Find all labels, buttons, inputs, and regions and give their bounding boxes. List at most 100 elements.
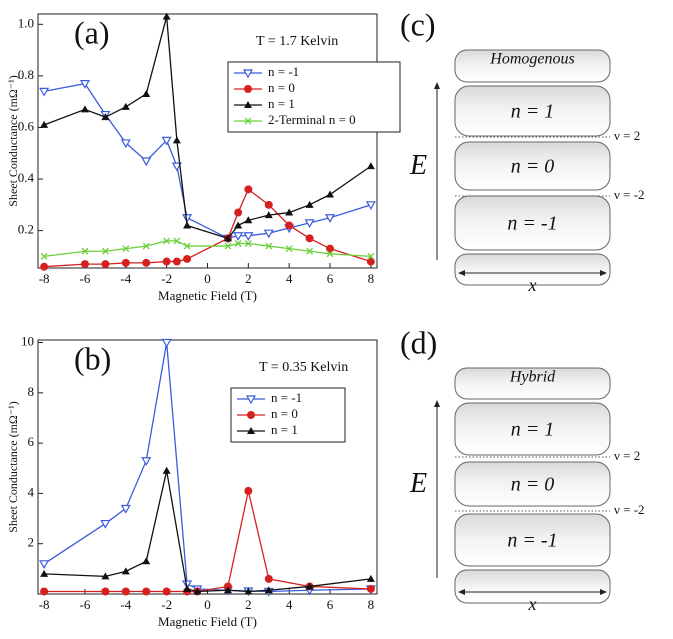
marker (306, 247, 314, 255)
marker (122, 245, 130, 253)
y-tick-label: 0.2 (18, 222, 34, 237)
marker (121, 102, 130, 110)
marker (40, 252, 48, 260)
marker (162, 12, 171, 20)
marker (365, 201, 376, 211)
marker (161, 338, 172, 348)
marker (40, 120, 49, 128)
marker (366, 584, 375, 593)
band-cap-top (454, 49, 611, 83)
x-tick-label: -2 (161, 271, 172, 286)
marker (142, 557, 151, 565)
level-label: n = 1 (511, 419, 555, 441)
x-tick-label: 2 (245, 271, 252, 286)
marker (183, 254, 192, 263)
marker (244, 587, 253, 595)
marker (101, 260, 110, 269)
marker (223, 586, 232, 594)
y-axis-label: Sheet Conductance (mΩ⁻¹) (6, 401, 20, 532)
marker (142, 258, 151, 267)
series-line (43, 342, 371, 593)
marker (264, 586, 273, 594)
position-label: x (528, 275, 537, 295)
x-tick-label: -2 (161, 597, 172, 612)
marker (39, 87, 50, 97)
band-cap-top (454, 367, 611, 400)
panel-label: (d) (400, 324, 437, 360)
marker (182, 214, 193, 223)
position-label: x (528, 594, 537, 614)
marker (305, 582, 314, 590)
legend-label: 2-Terminal n = 0 (268, 112, 356, 127)
series-line (44, 188, 372, 268)
band-cap-bottom (454, 253, 611, 286)
marker (39, 560, 50, 570)
marker (305, 234, 314, 243)
level-label: n = 0 (511, 474, 555, 496)
x-axis-label: Magnetic Field (T) (158, 614, 257, 629)
marker (233, 232, 244, 241)
x-tick-label: 0 (204, 597, 211, 612)
landau-level (454, 141, 611, 191)
marker (121, 567, 130, 575)
marker (244, 216, 253, 224)
marker (223, 234, 232, 242)
marker (141, 457, 152, 466)
legend-label: n = 0 (268, 80, 295, 95)
legend-label: n = 1 (268, 96, 295, 111)
y-tick-label: 2 (28, 535, 35, 550)
marker (182, 580, 193, 590)
level-label: n = 0 (511, 156, 555, 178)
marker (264, 200, 273, 209)
x-tick-label: 4 (286, 597, 293, 612)
marker (193, 587, 202, 595)
x-tick-label: -4 (120, 597, 131, 612)
marker (224, 242, 232, 250)
diagram-title: Homogenous (489, 51, 574, 68)
marker (142, 89, 151, 97)
marker (245, 395, 257, 405)
marker (244, 240, 252, 247)
marker (366, 162, 375, 170)
y-tick-label: 0.8 (18, 67, 34, 82)
annotation: T = 1.7 Kelvin (256, 34, 338, 49)
marker (234, 221, 243, 229)
marker (162, 587, 171, 596)
marker (305, 200, 314, 208)
marker (101, 247, 109, 255)
level-label: n = -1 (507, 530, 557, 552)
marker (81, 247, 89, 255)
panel-label: (c) (400, 6, 436, 42)
marker (40, 569, 49, 577)
landau-level (454, 461, 611, 507)
marker (285, 208, 294, 216)
series-line (44, 82, 372, 240)
filling-label: ν = -2 (614, 187, 645, 202)
marker (366, 574, 375, 582)
x-tick-label: -8 (39, 271, 50, 286)
marker (100, 519, 111, 529)
marker (80, 260, 89, 269)
marker (242, 69, 254, 79)
x-tick-label: 2 (245, 597, 252, 612)
series-line (43, 16, 372, 240)
filling-label: ν = 2 (614, 448, 640, 463)
marker (326, 244, 335, 253)
x-tick-label: 6 (327, 597, 334, 612)
legend-label: n = 1 (271, 422, 298, 437)
marker (367, 252, 375, 260)
marker (244, 185, 253, 194)
diagram-title: Hybrid (509, 369, 556, 386)
marker (161, 136, 172, 146)
marker (264, 211, 273, 219)
marker (244, 117, 252, 125)
legend-box (227, 61, 401, 133)
level-label: n = -1 (507, 213, 557, 235)
marker (234, 208, 243, 217)
marker (121, 258, 130, 267)
annotation: T = 0.35 Kelvin (259, 360, 348, 375)
y-tick-label: 0.6 (18, 118, 35, 133)
y-tick-label: 6 (28, 434, 35, 449)
x-axis-label: Magnetic Field (T) (158, 288, 257, 303)
y-tick-label: 10 (21, 333, 34, 348)
